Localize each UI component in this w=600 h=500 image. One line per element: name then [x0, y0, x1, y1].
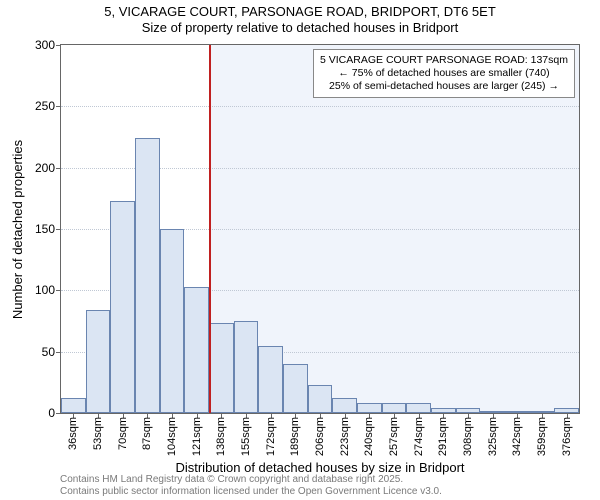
ytick-label: 0 — [48, 406, 55, 420]
footer-line1: Contains HM Land Registry data © Crown c… — [60, 474, 442, 486]
annotation-box: 5 VICARAGE COURT PARSONAGE ROAD: 137sqm←… — [313, 49, 575, 98]
annotation-line: ← 75% of detached houses are smaller (74… — [320, 67, 568, 80]
ytick-mark — [56, 106, 61, 107]
histogram-bar — [406, 403, 431, 413]
gridline — [61, 106, 579, 107]
xtick-label: 70sqm — [117, 417, 129, 450]
xtick-label: 291sqm — [437, 417, 449, 456]
ytick-mark — [56, 229, 61, 230]
xtick-label: 257sqm — [388, 417, 400, 456]
histogram-bar — [61, 398, 86, 413]
ytick-label: 100 — [35, 283, 55, 297]
title-line1: 5, VICARAGE COURT, PARSONAGE ROAD, BRIDP… — [0, 4, 600, 20]
xtick-label: 308sqm — [462, 417, 474, 456]
xtick-label: 274sqm — [413, 417, 425, 456]
histogram-bar — [135, 138, 160, 413]
histogram-bar — [382, 403, 407, 413]
histogram-bar — [160, 229, 185, 413]
xtick-label: 223sqm — [339, 417, 351, 456]
xtick-label: 104sqm — [166, 417, 178, 456]
xtick-label: 206sqm — [314, 417, 326, 456]
ytick-mark — [56, 45, 61, 46]
histogram-bar — [234, 321, 259, 413]
xtick-label: 87sqm — [141, 417, 153, 450]
histogram-bar — [283, 364, 308, 413]
ytick-mark — [56, 168, 61, 169]
xtick-label: 240sqm — [363, 417, 375, 456]
ytick-label: 50 — [42, 345, 55, 359]
plot-area: 05010015020025030036sqm53sqm70sqm87sqm10… — [60, 44, 580, 414]
histogram-bar — [86, 310, 111, 413]
xtick-label: 342sqm — [511, 417, 523, 456]
y-axis-label: Number of detached properties — [11, 139, 26, 318]
footer-attribution: Contains HM Land Registry data © Crown c… — [60, 474, 442, 498]
y-axis-label-container: Number of detached properties — [10, 44, 26, 414]
histogram-bar — [110, 201, 135, 413]
xtick-label: 376sqm — [561, 417, 573, 456]
xtick-label: 172sqm — [265, 417, 277, 456]
histogram-bar — [357, 403, 382, 413]
x-axis-label: Distribution of detached houses by size … — [60, 460, 580, 475]
xtick-label: 359sqm — [536, 417, 548, 456]
xtick-label: 189sqm — [289, 417, 301, 456]
histogram-bar — [308, 385, 333, 413]
ytick-label: 250 — [35, 99, 55, 113]
xtick-label: 53sqm — [92, 417, 104, 450]
ytick-mark — [56, 413, 61, 414]
title-line2: Size of property relative to detached ho… — [0, 20, 600, 36]
xtick-label: 138sqm — [215, 417, 227, 456]
histogram-bar — [258, 346, 283, 413]
histogram-bar — [184, 287, 209, 413]
xtick-label: 36sqm — [67, 417, 79, 450]
chart-title: 5, VICARAGE COURT, PARSONAGE ROAD, BRIDP… — [0, 4, 600, 37]
xtick-label: 121sqm — [191, 417, 203, 456]
ytick-mark — [56, 352, 61, 353]
histogram-bar — [332, 398, 357, 413]
histogram-bar — [209, 323, 234, 413]
xtick-label: 155sqm — [240, 417, 252, 456]
footer-line2: Contains public sector information licen… — [60, 486, 442, 498]
xtick-label: 325sqm — [487, 417, 499, 456]
ytick-label: 200 — [35, 161, 55, 175]
ytick-label: 150 — [35, 222, 55, 236]
annotation-line: 25% of semi-detached houses are larger (… — [320, 80, 568, 93]
reference-line — [209, 45, 211, 413]
ytick-mark — [56, 290, 61, 291]
annotation-line: 5 VICARAGE COURT PARSONAGE ROAD: 137sqm — [320, 54, 568, 67]
ytick-label: 300 — [35, 38, 55, 52]
